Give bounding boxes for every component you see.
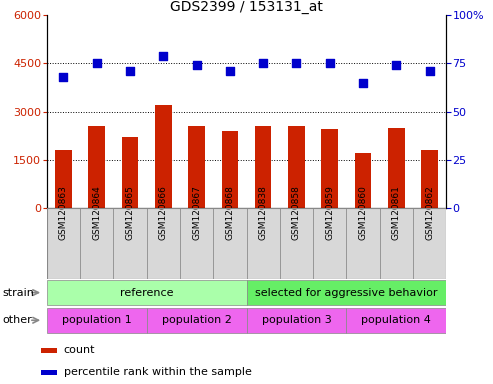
FancyBboxPatch shape [246,280,446,305]
Text: count: count [64,345,95,355]
Bar [221,131,238,208]
Bar [147,208,180,279]
Text: GSM120864: GSM120864 [92,185,101,240]
Text: GSM120858: GSM120858 [292,185,301,240]
Text: reference: reference [120,288,174,298]
Text: other: other [2,315,32,325]
Point [93,60,101,66]
Text: GSM120865: GSM120865 [126,185,135,240]
Bar [41,370,57,375]
Bar [113,208,147,279]
FancyBboxPatch shape [147,308,246,333]
Point [126,68,134,74]
Text: population 4: population 4 [361,315,431,325]
Point [425,68,433,74]
Text: GSM120860: GSM120860 [358,185,367,240]
FancyBboxPatch shape [47,280,247,305]
Text: percentile rank within the sample: percentile rank within the sample [64,367,251,377]
Bar [354,153,371,208]
Bar [388,127,405,208]
Point [226,68,234,74]
Text: strain: strain [2,288,35,298]
Text: GSM120867: GSM120867 [192,185,201,240]
Point [259,60,267,66]
Text: population 1: population 1 [62,315,132,325]
Text: GSM120859: GSM120859 [325,185,334,240]
Text: population 2: population 2 [162,315,232,325]
Bar [255,126,272,208]
Bar [288,126,305,208]
FancyBboxPatch shape [246,308,346,333]
Bar [80,208,113,279]
Title: GDS2399 / 153131_at: GDS2399 / 153131_at [170,0,323,14]
Bar [321,129,338,208]
Bar [47,208,80,279]
Text: selected for aggressive behavior: selected for aggressive behavior [255,288,438,298]
Bar [41,348,57,353]
Bar [246,208,280,279]
Point [359,79,367,86]
Point [193,62,201,68]
Point [326,60,334,66]
FancyBboxPatch shape [47,308,147,333]
Bar [413,208,446,279]
Text: GSM120863: GSM120863 [59,185,68,240]
Bar [88,126,105,208]
Point [60,74,68,80]
Bar [280,208,313,279]
Bar [380,208,413,279]
Point [159,53,167,59]
Text: GSM120868: GSM120868 [225,185,234,240]
FancyBboxPatch shape [346,308,446,333]
Text: population 3: population 3 [262,315,331,325]
Bar [213,208,246,279]
Point [392,62,400,68]
Bar [180,208,213,279]
Bar [122,137,139,208]
Bar [313,208,346,279]
Text: GSM120861: GSM120861 [392,185,401,240]
Text: GSM120862: GSM120862 [425,185,434,240]
Bar [55,150,72,208]
Bar [421,150,438,208]
Bar [155,105,172,208]
Bar [188,126,205,208]
Text: GSM120838: GSM120838 [259,185,268,240]
Text: GSM120866: GSM120866 [159,185,168,240]
Bar [346,208,380,279]
Point [292,60,300,66]
